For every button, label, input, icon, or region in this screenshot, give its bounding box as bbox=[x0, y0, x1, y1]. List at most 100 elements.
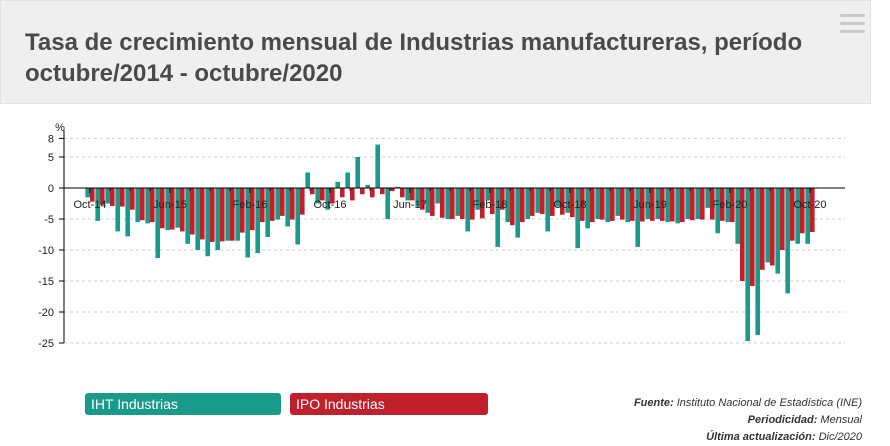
bar-iht bbox=[115, 188, 120, 232]
bar-iht bbox=[725, 188, 730, 223]
bar-ipo bbox=[140, 188, 145, 221]
y-tick-label: 5 bbox=[48, 152, 54, 164]
bar-ipo bbox=[170, 188, 175, 230]
bar-iht bbox=[85, 188, 90, 198]
bar-iht bbox=[485, 188, 490, 201]
periodicity-value: Mensual bbox=[820, 414, 862, 426]
bar-iht bbox=[225, 188, 230, 241]
bar-ipo bbox=[430, 188, 435, 216]
bar-iht bbox=[455, 188, 460, 216]
bar-ipo bbox=[440, 188, 445, 218]
bar-ipo bbox=[540, 188, 545, 215]
bar-ipo bbox=[100, 188, 105, 205]
last-update-label: Última actualización: bbox=[706, 431, 816, 443]
legend-ipo[interactable]: IPO Industrias manufactureras bbox=[290, 393, 488, 434]
y-tick-label: 8 bbox=[48, 133, 54, 145]
bar-iht bbox=[525, 188, 530, 219]
bar-ipo bbox=[610, 188, 615, 221]
x-tick-label: Oct-14 bbox=[73, 199, 106, 211]
bar-iht bbox=[495, 188, 500, 247]
bar-ipo bbox=[420, 188, 425, 210]
bar-chart: % 8 5 0 -5 -10 -15 -20 -25 Oct-14 Jun-15 Feb-16 Oct… bbox=[38, 122, 845, 350]
bar-iht bbox=[545, 188, 550, 232]
bar-iht bbox=[135, 188, 140, 223]
bar-iht bbox=[775, 188, 780, 274]
bar-ipo bbox=[500, 188, 505, 210]
bar-iht bbox=[735, 188, 740, 244]
bar-ipo bbox=[800, 188, 805, 234]
bar-ipo bbox=[650, 188, 655, 221]
bar-ipo bbox=[560, 188, 565, 215]
legend-iht[interactable]: IHT Industrias manufactureras bbox=[85, 393, 281, 434]
bar-iht bbox=[165, 188, 170, 231]
bar-ipo bbox=[320, 188, 325, 201]
bar-iht bbox=[255, 188, 260, 254]
bar-ipo bbox=[460, 188, 465, 219]
bar-iht bbox=[345, 172, 350, 188]
bar-ipo bbox=[110, 188, 115, 206]
bar-ipo bbox=[220, 188, 225, 242]
bar-iht bbox=[305, 172, 310, 188]
bar-ipo bbox=[270, 188, 275, 221]
bar-iht bbox=[535, 188, 540, 213]
x-tick-label: Jun-15 bbox=[153, 199, 187, 211]
x-tick-label: Feb-16 bbox=[233, 199, 268, 211]
bar-ipo bbox=[510, 188, 515, 226]
bar-ipo bbox=[740, 188, 745, 281]
bar-iht bbox=[505, 188, 510, 223]
bar-iht bbox=[295, 188, 300, 245]
source-label: Fuente: bbox=[633, 397, 674, 409]
periodicity-note: Periodicidad: Mensual bbox=[634, 412, 862, 429]
bar-iht bbox=[715, 188, 720, 234]
bar-ipo bbox=[550, 188, 555, 216]
bar-ipo bbox=[810, 188, 815, 233]
last-update-value: Dic/2020 bbox=[818, 431, 862, 443]
bar-iht bbox=[625, 188, 630, 223]
bar-iht bbox=[285, 188, 290, 227]
bar-ipo bbox=[290, 188, 295, 220]
bar-iht bbox=[265, 188, 270, 237]
bar-ipo bbox=[200, 188, 205, 240]
bar-ipo bbox=[410, 188, 415, 201]
bar-ipo bbox=[180, 188, 185, 232]
bar-iht bbox=[465, 188, 470, 232]
bar-ipo bbox=[300, 188, 305, 215]
bar-ipo bbox=[190, 188, 195, 235]
hamburger-menu-icon[interactable] bbox=[840, 14, 865, 36]
bar-iht bbox=[175, 188, 180, 228]
bar-ipo bbox=[660, 188, 665, 221]
bar-ipo bbox=[630, 188, 635, 221]
bar-iht bbox=[315, 188, 320, 204]
x-tick-label: Oct-20 bbox=[793, 199, 826, 211]
bar-ipo bbox=[680, 188, 685, 223]
bar-ipo bbox=[760, 188, 765, 270]
y-tick-label: -25 bbox=[38, 338, 54, 350]
bar-ipo bbox=[710, 188, 715, 220]
bar-iht bbox=[585, 188, 590, 229]
bar-ipo bbox=[330, 188, 335, 204]
bar-iht bbox=[205, 188, 210, 257]
bar-iht bbox=[565, 188, 570, 213]
bar-ipo bbox=[390, 188, 395, 192]
bar-iht bbox=[365, 184, 370, 188]
bar-iht bbox=[515, 188, 520, 238]
bar-ipo bbox=[730, 188, 735, 223]
bar-iht bbox=[615, 188, 620, 216]
bar-ipo bbox=[230, 188, 235, 241]
bar-ipo bbox=[210, 188, 215, 242]
bar-iht bbox=[405, 188, 410, 201]
bar-ipo bbox=[780, 188, 785, 250]
bar-ipo bbox=[640, 188, 645, 222]
bar-iht bbox=[395, 186, 400, 188]
bar-ipo bbox=[120, 188, 125, 207]
bar-iht bbox=[385, 188, 390, 219]
bar-ipo bbox=[130, 188, 135, 210]
bar-iht bbox=[665, 188, 670, 223]
bar-iht bbox=[245, 188, 250, 258]
y-tick-label: -5 bbox=[44, 214, 54, 226]
bar-ipo bbox=[400, 188, 405, 198]
bar-ipo bbox=[310, 188, 315, 195]
y-tick-label: -15 bbox=[38, 276, 54, 288]
source-value: Instituto Nacional de Estadística (INE) bbox=[676, 397, 862, 409]
bar-ipo bbox=[350, 188, 355, 201]
